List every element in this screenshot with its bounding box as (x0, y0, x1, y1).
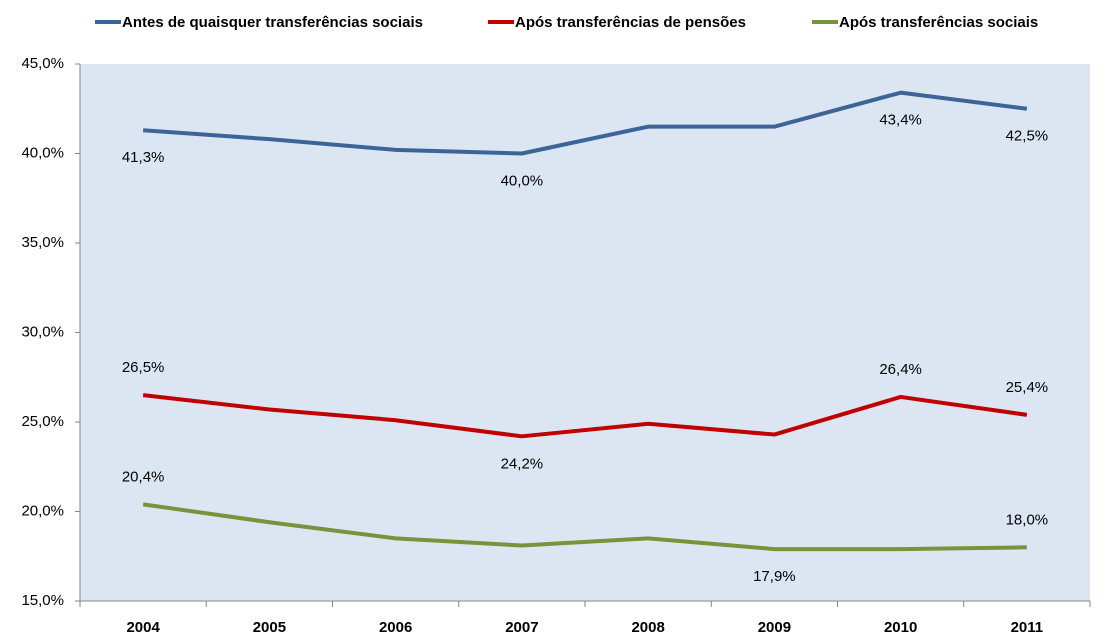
legend-label: Após transferências sociais (839, 14, 1038, 31)
y-tick-label: 15,0% (21, 592, 64, 609)
plot-area (80, 64, 1090, 601)
x-tick-label: 2008 (631, 619, 664, 636)
x-tick-label: 2005 (253, 619, 286, 636)
y-tick-label: 40,0% (21, 144, 64, 161)
data-label: 41,3% (122, 149, 165, 166)
data-label: 20,4% (122, 468, 165, 485)
x-tick-label: 2004 (126, 619, 160, 636)
data-label: 43,4% (879, 112, 922, 129)
data-label: 26,5% (122, 359, 165, 376)
y-tick-label: 25,0% (21, 413, 64, 430)
x-tick-label: 2010 (884, 619, 917, 636)
x-tick-label: 2006 (379, 619, 412, 636)
series-line (142, 502, 1027, 552)
x-tick-label: 2007 (505, 619, 538, 636)
data-label: 24,2% (501, 455, 544, 472)
y-tick-label: 45,0% (21, 55, 64, 72)
y-tick-label: 20,0% (21, 502, 64, 519)
data-label: 42,5% (1006, 128, 1049, 145)
legend-label: Após transferências de pensões (515, 14, 746, 31)
data-label: 25,4% (1006, 379, 1049, 396)
x-tick-label: 2011 (1011, 619, 1044, 636)
data-label: 26,4% (879, 361, 922, 378)
legend-label: Antes de quaisquer transferências sociai… (122, 14, 423, 31)
y-tick-label: 30,0% (21, 323, 64, 340)
data-label: 40,0% (501, 172, 544, 189)
series-line (142, 393, 1028, 439)
series-line (142, 90, 1028, 156)
data-label: 17,9% (753, 568, 796, 585)
y-tick-label: 35,0% (21, 234, 64, 251)
data-label: 18,0% (1006, 511, 1049, 528)
x-tick-label: 2009 (758, 619, 791, 636)
